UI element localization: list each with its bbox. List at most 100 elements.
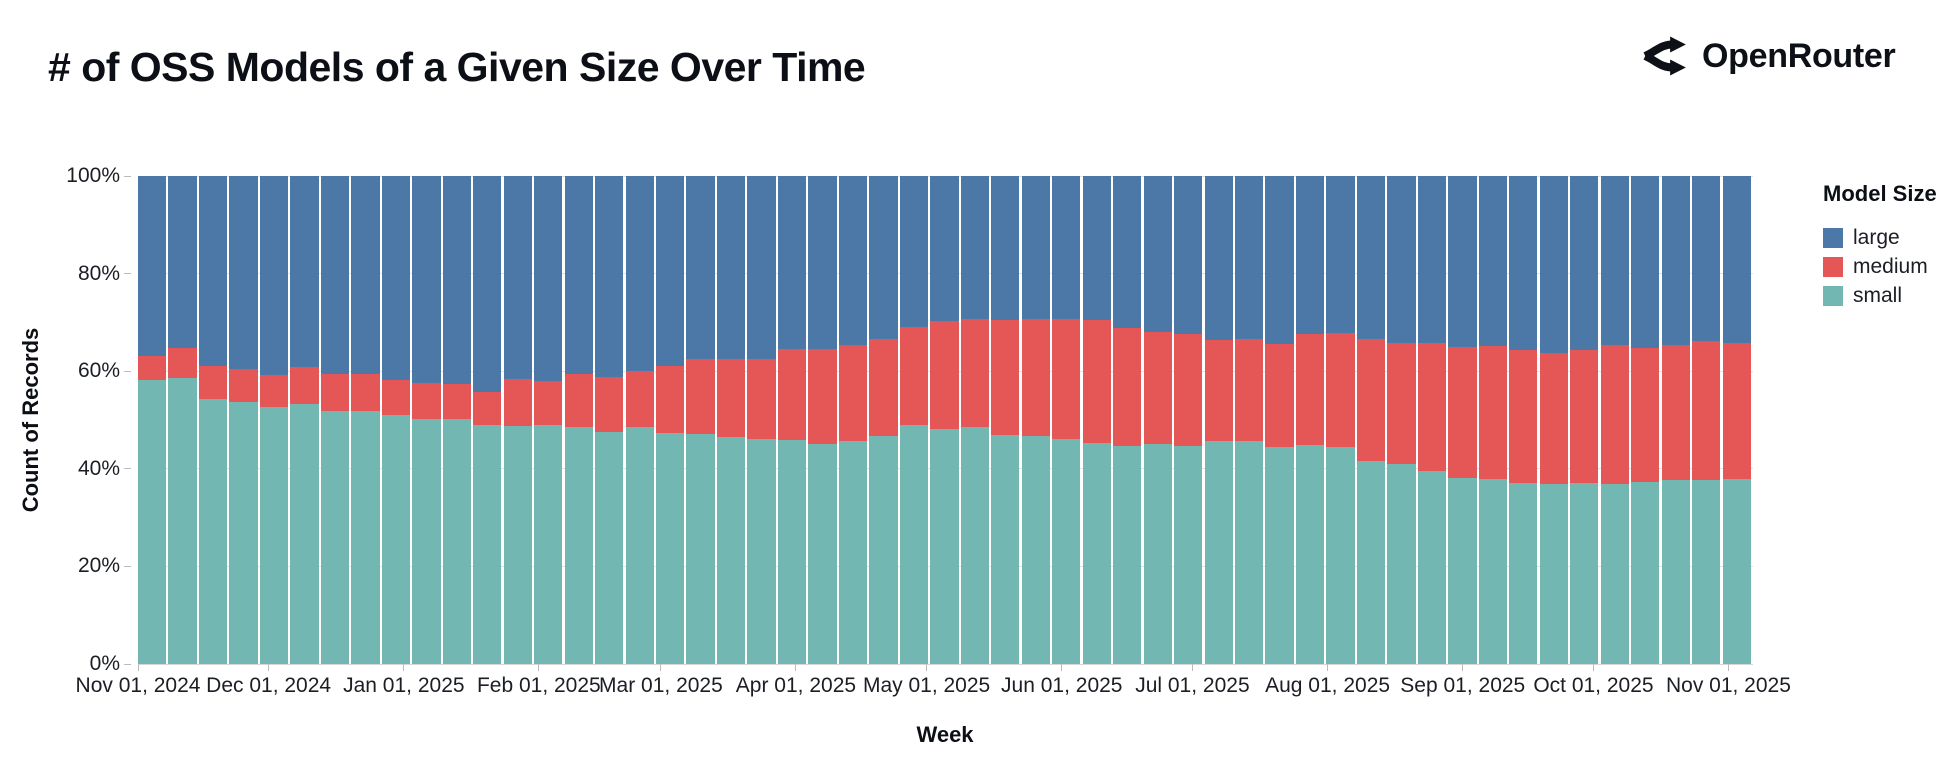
stacked-bar-week[interactable] [1143,176,1172,664]
stacked-bar-week[interactable] [1600,176,1629,664]
stacked-bar-week[interactable] [991,176,1020,664]
stacked-bar-week[interactable] [960,176,989,664]
bar-segment-large[interactable] [534,176,563,381]
bar-segment-small[interactable] [899,424,929,664]
stacked-bar-week[interactable] [1448,176,1477,664]
bar-segment-large[interactable] [1052,176,1081,320]
bar-segment-large[interactable] [1234,176,1264,339]
bar-segment-large[interactable] [1478,176,1508,346]
bar-segment-large[interactable] [351,176,380,375]
bar-segment-small[interactable] [168,377,197,664]
bar-segment-medium[interactable] [1448,346,1477,478]
stacked-bar-week[interactable] [1661,176,1690,664]
bar-segment-medium[interactable] [1631,348,1660,482]
bar-segment-large[interactable] [625,176,654,371]
bar-segment-small[interactable] [1387,463,1416,664]
bar-segment-medium[interactable] [138,356,167,381]
bar-segment-large[interactable] [473,176,502,392]
stacked-bar-week[interactable] [716,176,746,664]
bar-segment-small[interactable] [1356,461,1386,664]
bar-segment-large[interactable] [1600,176,1629,345]
stacked-bar-week[interactable] [1326,176,1355,664]
bar-segment-medium[interactable] [1509,350,1538,484]
bar-segment-large[interactable] [1356,176,1386,339]
bar-segment-large[interactable] [259,176,289,376]
bar-segment-large[interactable] [1417,176,1447,344]
stacked-bar-week[interactable] [1509,176,1538,664]
bar-segment-medium[interactable] [1722,342,1751,479]
bar-segment-medium[interactable] [899,326,929,425]
bar-segment-medium[interactable] [1204,339,1233,441]
stacked-bar-week[interactable] [747,176,776,664]
bar-segment-medium[interactable] [259,375,289,407]
bar-segment-medium[interactable] [168,348,197,378]
bar-segment-large[interactable] [686,176,715,359]
bar-segment-large[interactable] [595,176,624,377]
stacked-bar-week[interactable] [808,176,837,664]
bar-segment-small[interactable] [1539,484,1568,664]
stacked-bar-week[interactable] [229,176,258,664]
bar-segment-medium[interactable] [473,391,502,425]
bar-segment-large[interactable] [960,176,989,320]
bar-segment-large[interactable] [229,176,258,370]
bar-segment-large[interactable] [930,176,959,322]
bar-segment-medium[interactable] [625,370,654,428]
stacked-bar-week[interactable] [1387,176,1416,664]
bar-segment-medium[interactable] [838,344,868,442]
bar-segment-large[interactable] [412,176,441,384]
stacked-bar-week[interactable] [320,176,350,664]
bar-segment-small[interactable] [1722,478,1751,664]
bar-segment-medium[interactable] [381,379,411,416]
stacked-bar-week[interactable] [930,176,959,664]
bar-segment-small[interactable] [1295,444,1325,664]
bar-segment-medium[interactable] [1539,352,1568,485]
bar-segment-medium[interactable] [320,374,350,411]
bar-segment-large[interactable] [381,176,411,380]
bar-segment-medium[interactable] [503,379,532,426]
bar-segment-large[interactable] [1631,176,1660,349]
stacked-bar-week[interactable] [412,176,441,664]
bar-segment-large[interactable] [808,176,837,350]
bar-segment-medium[interactable] [960,319,989,428]
bar-segment-small[interactable] [595,431,624,664]
bar-segment-medium[interactable] [716,358,746,438]
bar-segment-medium[interactable] [564,374,593,428]
bar-segment-medium[interactable] [808,349,837,444]
bar-segment-medium[interactable] [1417,343,1447,471]
bar-segment-large[interactable] [290,176,319,367]
stacked-bar-week[interactable] [869,176,898,664]
stacked-bar-week[interactable] [290,176,319,664]
bar-segment-medium[interactable] [1356,338,1386,461]
bar-segment-medium[interactable] [1478,345,1508,480]
bar-segment-medium[interactable] [1021,318,1050,437]
bar-segment-large[interactable] [656,176,685,366]
bar-segment-medium[interactable] [1174,334,1203,446]
bar-segment-large[interactable] [1265,176,1294,345]
stacked-bar-week[interactable] [1234,176,1264,664]
stacked-bar-week[interactable] [1722,176,1751,664]
bar-segment-small[interactable] [1326,446,1355,664]
bar-segment-small[interactable] [625,427,654,664]
bar-segment-small[interactable] [808,443,837,664]
stacked-bar-week[interactable] [1021,176,1050,664]
bar-segment-medium[interactable] [930,321,959,430]
stacked-bar-week[interactable] [1174,176,1203,664]
bar-segment-large[interactable] [1295,176,1325,335]
bar-segment-small[interactable] [1478,479,1508,664]
bar-segment-large[interactable] [838,176,868,345]
bar-segment-medium[interactable] [1113,327,1142,446]
bar-segment-small[interactable] [290,403,319,664]
stacked-bar-week[interactable] [595,176,624,664]
stacked-bar-week[interactable] [1417,176,1447,664]
stacked-bar-week[interactable] [1539,176,1568,664]
bar-segment-small[interactable] [1265,446,1294,664]
bar-segment-small[interactable] [442,418,471,664]
bar-segment-small[interactable] [534,424,563,664]
bar-segment-large[interactable] [1722,176,1751,343]
stacked-bar-week[interactable] [1113,176,1142,664]
stacked-bar-week[interactable] [1692,176,1721,664]
bar-segment-small[interactable] [503,425,532,664]
bar-segment-large[interactable] [1143,176,1172,333]
bar-segment-medium[interactable] [1265,344,1294,447]
bar-segment-large[interactable] [1326,176,1355,334]
